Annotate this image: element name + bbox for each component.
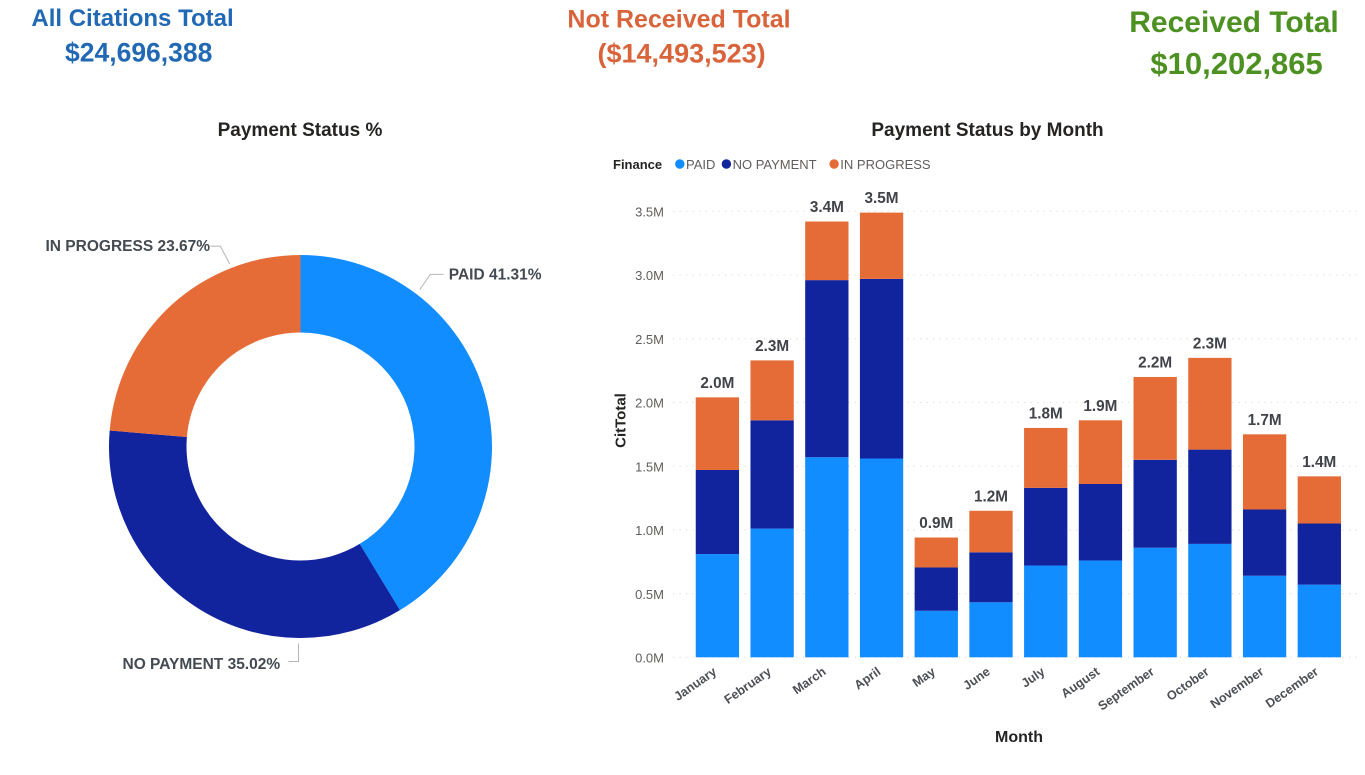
svg-text:0.5M: 0.5M	[635, 587, 664, 602]
svg-text:Finance: Finance	[613, 157, 662, 172]
svg-text:PAID 41.31%: PAID 41.31%	[449, 267, 542, 284]
svg-text:1.2M: 1.2M	[974, 488, 1008, 505]
svg-text:1.4M: 1.4M	[1302, 454, 1336, 471]
svg-text:2.0M: 2.0M	[700, 375, 734, 392]
svg-text:Payment Status by Month: Payment Status by Month	[871, 120, 1103, 141]
svg-text:$10,202,865: $10,202,865	[1150, 46, 1322, 81]
svg-text:3.5M: 3.5M	[865, 190, 899, 207]
svg-text:1.9M: 1.9M	[1083, 398, 1117, 415]
svg-text:IN PROGRESS: IN PROGRESS	[840, 157, 931, 172]
svg-text:PAID: PAID	[686, 157, 715, 172]
svg-text:NO PAYMENT: NO PAYMENT	[733, 157, 817, 172]
svg-text:Payment Status %: Payment Status %	[218, 120, 383, 141]
svg-text:3.5M: 3.5M	[635, 205, 664, 220]
svg-text:IN PROGRESS 23.67%: IN PROGRESS 23.67%	[46, 238, 211, 255]
svg-text:0.9M: 0.9M	[919, 515, 953, 532]
svg-text:3.4M: 3.4M	[810, 199, 844, 216]
svg-text:Received Total: Received Total	[1129, 6, 1339, 39]
svg-text:NO PAYMENT 35.02%: NO PAYMENT 35.02%	[123, 656, 281, 673]
svg-text:1.7M: 1.7M	[1248, 412, 1282, 429]
svg-text:3.0M: 3.0M	[635, 268, 664, 283]
svg-text:2.3M: 2.3M	[1193, 335, 1227, 352]
svg-text:CitTotal: CitTotal	[613, 393, 630, 448]
svg-text:Month: Month	[995, 729, 1043, 746]
svg-text:Not Received Total: Not Received Total	[567, 6, 790, 34]
svg-text:All Citations Total: All Citations Total	[31, 5, 233, 32]
svg-text:0.0M: 0.0M	[635, 651, 664, 666]
svg-text:1.8M: 1.8M	[1029, 405, 1063, 422]
svg-text:2.5M: 2.5M	[635, 332, 664, 347]
svg-text:2.0M: 2.0M	[635, 396, 664, 411]
svg-text:1.0M: 1.0M	[635, 523, 664, 538]
svg-text:2.3M: 2.3M	[755, 338, 789, 355]
svg-text:$24,696,388: $24,696,388	[65, 38, 212, 68]
svg-text:1.5M: 1.5M	[635, 459, 664, 474]
svg-text:2.2M: 2.2M	[1138, 354, 1172, 371]
svg-text:($14,493,523): ($14,493,523)	[598, 39, 766, 69]
